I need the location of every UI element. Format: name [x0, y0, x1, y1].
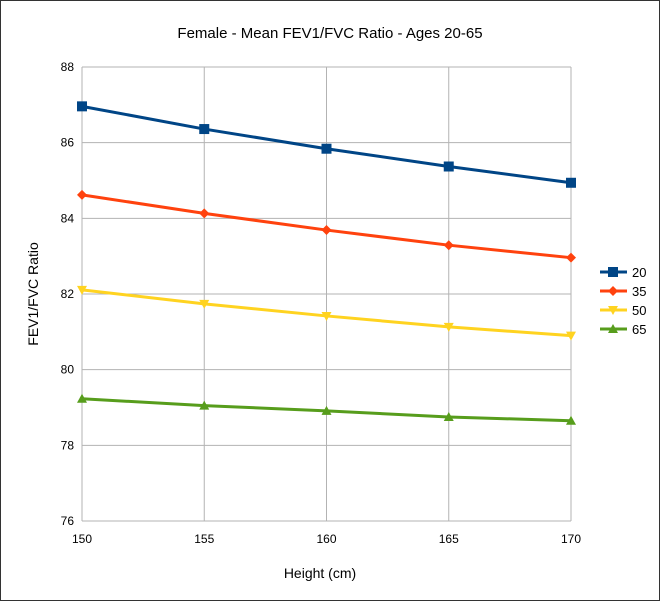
- legend-label: 20: [632, 265, 646, 280]
- legend-marker: [608, 267, 618, 277]
- data-point: [443, 411, 454, 421]
- y-axis-label: FEV1/FVC Ratio: [25, 242, 41, 346]
- x-tick-label: 155: [194, 532, 214, 546]
- chart-title: Female - Mean FEV1/FVC Ratio - Ages 20-6…: [177, 25, 482, 42]
- data-point: [566, 331, 576, 341]
- data-point: [321, 143, 332, 154]
- data-point: [566, 415, 576, 425]
- series-50: [77, 285, 576, 341]
- data-point: [77, 393, 87, 403]
- data-point: [77, 285, 87, 295]
- y-tick-label: 86: [61, 136, 75, 150]
- data-point: [321, 405, 332, 415]
- legend-marker: [608, 306, 618, 315]
- legend-label: 65: [632, 322, 646, 337]
- data-point: [77, 189, 87, 200]
- legend-label: 50: [632, 303, 646, 318]
- data-point: [443, 240, 454, 251]
- x-tick-label: 165: [439, 532, 459, 546]
- series-65: [77, 393, 576, 425]
- legend-marker: [608, 324, 618, 333]
- y-tick-label: 80: [61, 363, 75, 377]
- series-35: [77, 189, 576, 263]
- data-point: [199, 208, 210, 219]
- legend-item: 20: [600, 265, 646, 280]
- data-point: [199, 124, 210, 135]
- y-tick-label: 88: [61, 60, 75, 74]
- y-tick-label: 84: [61, 211, 75, 225]
- legend-label: 35: [632, 284, 646, 299]
- data-point: [566, 177, 576, 188]
- x-tick-label: 150: [72, 532, 92, 546]
- data-point: [77, 101, 87, 112]
- data-point: [321, 311, 332, 321]
- x-tick-label: 160: [316, 532, 336, 546]
- data-point: [321, 225, 332, 236]
- data-point: [199, 400, 210, 410]
- legend-item: 50: [600, 303, 646, 318]
- y-tick-label: 82: [61, 287, 75, 301]
- legend-item: 65: [600, 322, 646, 337]
- x-tick-label: 170: [561, 532, 581, 546]
- data-point: [443, 322, 454, 332]
- x-axis-label: Height (cm): [284, 565, 356, 581]
- data-point: [443, 161, 454, 172]
- y-tick-label: 76: [61, 514, 75, 528]
- data-point: [566, 252, 576, 263]
- legend-marker: [608, 286, 618, 296]
- series-20: [77, 101, 576, 188]
- legend-item: 35: [600, 284, 646, 299]
- y-tick-label: 78: [61, 438, 75, 452]
- data-point: [199, 299, 210, 309]
